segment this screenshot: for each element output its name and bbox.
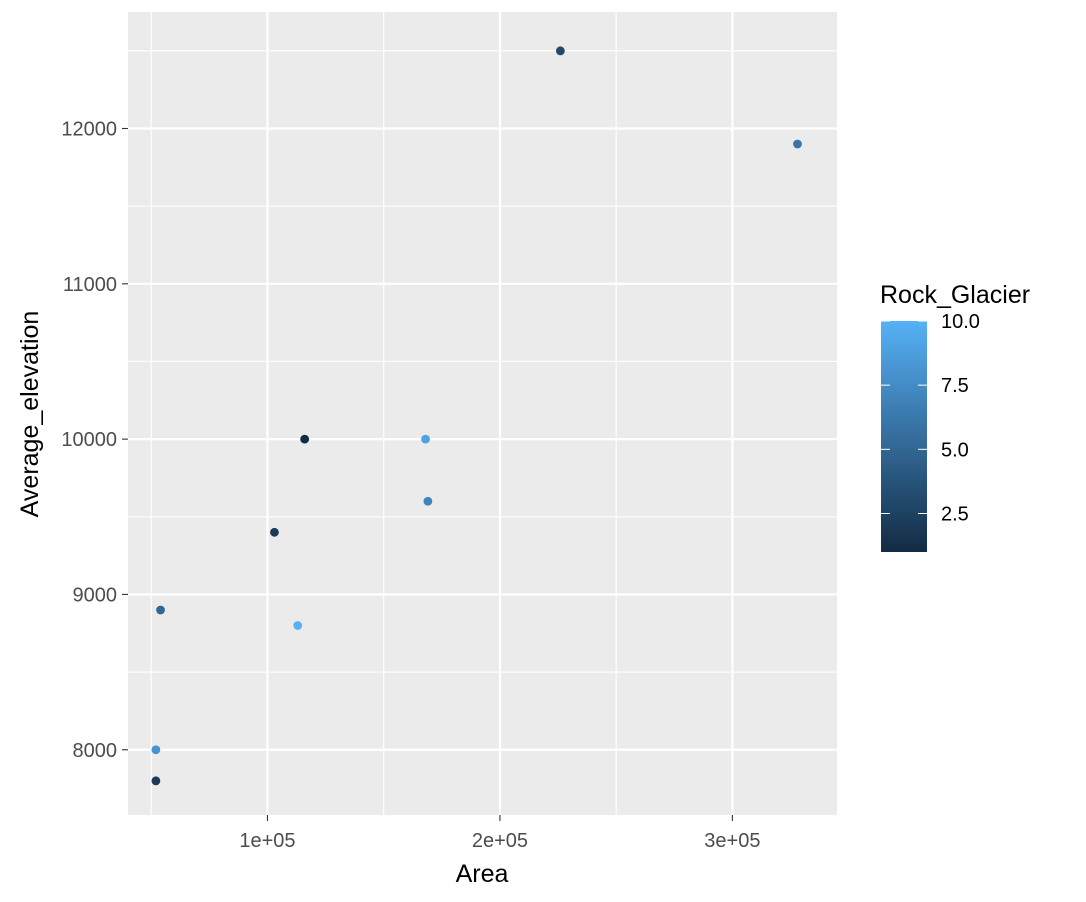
legend-ticks: 2.5 5.0 7.5 10.0 <box>881 311 980 526</box>
data-point <box>423 496 433 506</box>
legend-colorbar <box>881 321 927 552</box>
x-axis-title: Area <box>456 860 509 888</box>
legend-break-label: 10.0 <box>941 311 980 333</box>
y-tick-label: 11000 <box>63 274 117 296</box>
y-tick-label: 10000 <box>61 429 117 451</box>
data-points <box>151 46 802 786</box>
x-tick-label: 3e+05 <box>704 830 760 852</box>
data-point <box>151 776 161 786</box>
data-point <box>156 605 165 615</box>
y-tick-label: 12000 <box>61 118 117 140</box>
major-gridlines <box>128 12 837 815</box>
data-point <box>151 745 161 755</box>
data-point <box>421 434 430 444</box>
color-legend: Rock_Glacier 2.5 5.0 7.5 10.0 <box>880 281 1030 552</box>
plot-panel <box>128 12 837 815</box>
data-point <box>300 434 310 444</box>
legend-break-label: 7.5 <box>941 375 969 397</box>
data-point <box>293 621 303 630</box>
data-point <box>270 527 279 537</box>
y-axis: 8000 9000 10000 11000 12000 <box>61 118 128 762</box>
x-tick-label: 1e+05 <box>239 830 295 852</box>
data-point <box>555 46 565 56</box>
legend-break-label: 2.5 <box>941 504 969 526</box>
legend-break-label: 5.0 <box>941 439 969 461</box>
data-point <box>793 139 802 149</box>
x-axis: 1e+05 2e+05 3e+05 <box>239 815 760 852</box>
y-tick-label: 9000 <box>73 584 118 606</box>
minor-gridlines <box>128 12 837 815</box>
x-tick-label: 2e+05 <box>472 830 528 852</box>
y-tick-label: 8000 <box>73 740 118 762</box>
y-axis-title: Average_elevation <box>16 311 44 518</box>
legend-title: Rock_Glacier <box>880 281 1030 309</box>
